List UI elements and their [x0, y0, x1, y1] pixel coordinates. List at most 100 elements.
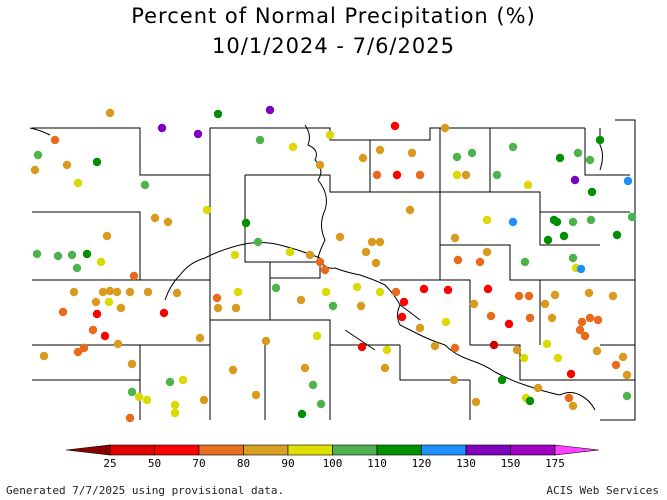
station-dot [88, 325, 98, 335]
station-dot [482, 215, 492, 225]
station-dot [552, 217, 562, 227]
station-dot [100, 331, 110, 341]
station-dot [352, 282, 362, 292]
station-dot [519, 353, 529, 363]
station-dot [127, 387, 137, 397]
station-dot [611, 360, 621, 370]
station-dot [261, 336, 271, 346]
legend-tick-label: 100 [323, 457, 343, 470]
station-dot [577, 317, 587, 327]
river-lines [29, 124, 603, 411]
station-dot [157, 123, 167, 133]
station-dot [525, 396, 535, 406]
station-dot [62, 160, 72, 170]
map-title: Percent of Normal Precipitation (%) [131, 4, 536, 28]
station-dot [241, 218, 251, 228]
station-dot [547, 313, 557, 323]
station-dot [443, 285, 453, 295]
station-dot [265, 105, 275, 115]
station-dot [375, 237, 385, 247]
station-dot [497, 375, 507, 385]
station-dot [397, 312, 407, 322]
station-dot [335, 232, 345, 242]
station-dot [367, 237, 377, 247]
station-dot [271, 283, 281, 293]
station-dot [575, 325, 585, 335]
station-dot [112, 287, 122, 297]
station-dot [618, 352, 628, 362]
station-dot [570, 175, 580, 185]
station-dot [159, 308, 169, 318]
station-dot [553, 353, 563, 363]
station-dot [328, 301, 338, 311]
station-dot [524, 291, 534, 301]
station-dot [102, 231, 112, 241]
station-dot [415, 170, 425, 180]
station-dot [116, 303, 126, 313]
station-dot [308, 380, 318, 390]
station-dot [566, 369, 576, 379]
station-dot [419, 284, 429, 294]
station-dot [559, 231, 569, 241]
station-dot [58, 307, 68, 317]
station-dot [202, 205, 212, 215]
legend-ticks: 25 50 70 80 90 100 110 120 130 150 175 [103, 457, 565, 470]
station-dot [105, 108, 115, 118]
legend-arrow-high [554, 444, 600, 456]
legend-tick-label: 90 [281, 457, 294, 470]
station-dot [440, 123, 450, 133]
station-dot [382, 345, 392, 355]
station-dot [142, 395, 152, 405]
legend-swatch [465, 444, 511, 456]
station-dot [300, 363, 310, 373]
station-dot [163, 217, 173, 227]
station-dot [550, 290, 560, 300]
station-dot [297, 409, 307, 419]
legend-swatch [198, 444, 244, 456]
station-dot [213, 109, 223, 119]
station-dot [233, 287, 243, 297]
station-dot [134, 392, 144, 402]
station-dot [92, 157, 102, 167]
station-dot [91, 297, 101, 307]
station-dot [357, 342, 367, 352]
station-dot [67, 250, 77, 260]
station-dot [150, 213, 160, 223]
station-dot [576, 264, 586, 274]
station-dot [622, 391, 632, 401]
legend-swatch [376, 444, 422, 456]
station-dot [622, 370, 632, 380]
station-dot [195, 333, 205, 343]
station-dot [312, 331, 322, 341]
legend-tick-label: 175 [545, 457, 565, 470]
station-dot [483, 284, 493, 294]
station-dot [415, 323, 425, 333]
station-dot [231, 303, 241, 313]
station-dot [512, 345, 522, 355]
station-dot [325, 130, 335, 140]
station-dot [555, 153, 565, 163]
station-dot [98, 287, 108, 297]
legend-swatch [287, 444, 333, 456]
station-dot [361, 247, 371, 257]
station-dot [405, 205, 415, 215]
station-dot [586, 215, 596, 225]
generated-note: Generated 7/7/2025 using provisional dat… [6, 484, 285, 497]
station-dot [489, 340, 499, 350]
station-dot [288, 142, 298, 152]
station-dot [627, 212, 637, 222]
station-dot [467, 148, 477, 158]
legend-swatch [154, 444, 200, 456]
station-dot [228, 365, 238, 375]
station-dot [585, 313, 595, 323]
station-dot [104, 297, 114, 307]
legend-tick-label: 110 [367, 457, 387, 470]
station-dot [564, 393, 574, 403]
station-dot [73, 178, 83, 188]
station-dot [469, 299, 479, 309]
station-dot [172, 288, 182, 298]
station-dot [375, 287, 385, 297]
station-dot [170, 400, 180, 410]
station-dot [140, 180, 150, 190]
station-dot [568, 253, 578, 263]
